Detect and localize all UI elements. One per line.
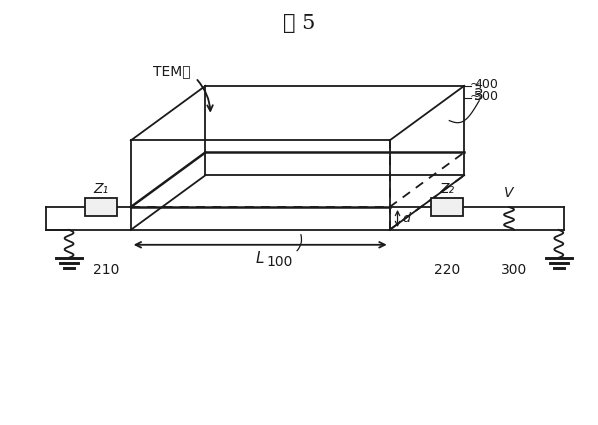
Text: 500: 500 (474, 90, 498, 103)
Text: ~: ~ (469, 78, 480, 91)
Bar (431, 198, 463, 216)
Bar (85, 198, 117, 216)
Text: TEM波: TEM波 (152, 64, 190, 78)
Text: 3: 3 (474, 88, 484, 103)
Text: 210: 210 (93, 263, 119, 277)
Text: Z₁: Z₁ (93, 182, 108, 196)
Text: V: V (504, 186, 514, 200)
Text: 図 5: 図 5 (283, 14, 315, 33)
Text: d: d (402, 212, 410, 225)
Text: L: L (256, 251, 264, 266)
Text: 100: 100 (267, 255, 293, 269)
Text: ~: ~ (469, 90, 480, 103)
Text: 220: 220 (434, 263, 460, 277)
Text: 400: 400 (474, 78, 498, 91)
Text: 300: 300 (501, 263, 527, 277)
Text: Z₂: Z₂ (440, 182, 455, 196)
